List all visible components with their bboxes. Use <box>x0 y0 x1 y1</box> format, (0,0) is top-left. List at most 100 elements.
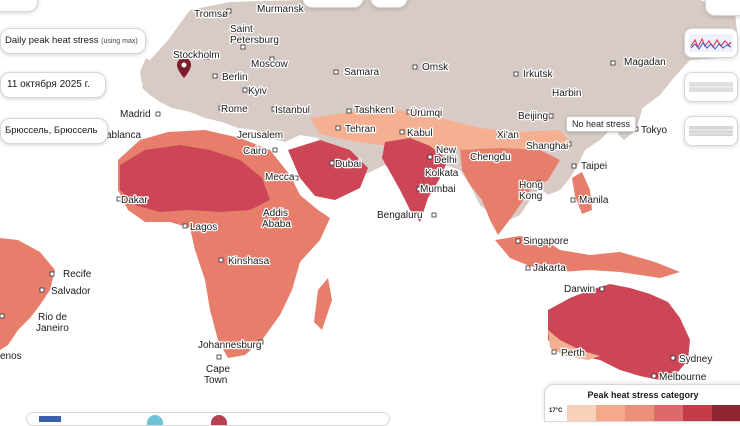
city-label-jerusalem: Jerusalem <box>237 130 283 141</box>
heat-stress-legend: Peak heat stress category 17°C <box>544 384 740 422</box>
city-label-jakarta: Jakarta <box>533 263 566 274</box>
eurasia-land <box>142 0 738 222</box>
layer-tile-2[interactable] <box>684 72 738 102</box>
temperature-wave-icon <box>689 34 733 52</box>
city-label-dubai: Dubai <box>335 159 361 170</box>
metric-selector[interactable]: Daily peak heat stress (using max) <box>0 28 146 54</box>
legend-swatch-1 <box>567 405 596 421</box>
metric-label: Daily peak heat stress <box>5 35 99 46</box>
bottom-globe-icon[interactable] <box>147 415 163 425</box>
city-label-bengaluru: Bengaluru <box>377 210 423 221</box>
city-label-kabul: Kabul <box>407 128 433 139</box>
date-label: 11 октября 2025 г. <box>7 79 90 90</box>
city-label-mecca: Mecca <box>265 172 295 183</box>
city-label-tehran: Tehran <box>345 124 376 135</box>
city-label-magadan: Magadan <box>624 57 666 68</box>
city-label-melbourne: Melbourne <box>659 372 707 383</box>
city-label-tashkent: Tashkent <box>354 105 394 116</box>
city-label-new-delhi-2: Delhi <box>434 155 457 166</box>
city-label-new-delhi-1: New <box>436 145 457 156</box>
date-selector[interactable]: 11 октября 2025 г. <box>0 72 106 98</box>
city-label-beijing: Beijing <box>518 111 548 122</box>
city-label-perth: Perth <box>561 348 585 359</box>
legend-swatch-6 <box>712 405 740 421</box>
top-center-control[interactable] <box>302 0 364 8</box>
city-label-petersburg: Petersburg <box>230 35 279 46</box>
top-right-control[interactable] <box>705 0 740 16</box>
layer-thumbnail-icon <box>689 126 733 136</box>
legend-swatch-2 <box>596 405 625 421</box>
city-label-cape-2: Town <box>204 375 227 386</box>
city-label-addis-2: Ababa <box>262 219 291 230</box>
city-label-singapore: Singapore <box>523 236 569 247</box>
city-label-casablanca: sablanca <box>101 130 141 141</box>
city-label-cairo: Cairo <box>243 146 267 157</box>
philippines-land <box>572 172 592 214</box>
sahara-heat <box>120 145 270 212</box>
tooltip-text: No heat stress <box>572 119 631 129</box>
bottom-pin-icon[interactable] <box>211 415 227 425</box>
legend-swatch-4 <box>654 405 683 421</box>
city-label-rome: Rome <box>221 104 248 115</box>
city-label-kolkata: Kolkata <box>425 168 459 179</box>
layer-tile-temperature[interactable] <box>684 28 738 58</box>
bottom-toolbar[interactable] <box>26 412 390 426</box>
city-label-berlin: Berlin <box>222 72 248 83</box>
city-label-lagos: Lagos <box>190 222 217 233</box>
city-label-hong-kong-2: Kong <box>519 191 542 202</box>
city-label-istanbul: Istanbul <box>275 105 310 116</box>
city-label-irkutsk: Irkutsk <box>523 69 553 80</box>
city-label-mumbai: Mumbai <box>420 184 456 195</box>
city-label-murmansk: Murmansk <box>257 4 305 15</box>
city-label-tromso: Tromsø <box>194 9 228 20</box>
top-left-control[interactable] <box>0 0 38 12</box>
middle-east-heat <box>310 110 570 155</box>
city-label-moscow: Moscow <box>251 59 288 70</box>
top-center-control-2[interactable] <box>370 0 408 8</box>
city-label-shanghai: Shanghai <box>526 141 568 152</box>
heat-stress-tooltip: No heat stress <box>566 116 637 132</box>
city-label-urumqi: Ürümqi <box>410 107 442 119</box>
city-label-kyiv: Kyiv <box>248 86 267 97</box>
location-label: Брюссель, Брюссель <box>5 125 98 136</box>
uk-land <box>140 58 152 84</box>
layer-tile-3[interactable] <box>684 116 738 146</box>
south-america-land <box>0 238 55 350</box>
australia-south-coast <box>548 330 600 360</box>
southeast-asia-land <box>460 148 560 235</box>
city-dots <box>0 8 676 379</box>
layer-thumbnail-icon <box>689 82 733 92</box>
location-selector[interactable]: Брюссель, Брюссель <box>0 118 108 144</box>
metric-suffix: (using max) <box>101 38 138 45</box>
city-label-rio-1: Rio de <box>38 312 67 323</box>
legend-title: Peak heat stress category <box>587 390 699 400</box>
bottom-flag-icon[interactable] <box>39 416 61 422</box>
city-label-xian: Xi'an <box>497 130 519 141</box>
city-label-hong-kong-1: Hong <box>519 180 543 191</box>
city-label-taipei: Taipei <box>581 161 607 172</box>
city-label-tokyo: Tokyo <box>641 125 668 136</box>
location-marker-icon[interactable] <box>177 58 191 78</box>
legend-swatches <box>567 405 740 421</box>
legend-swatch-3 <box>625 405 654 421</box>
city-label-sydney: Sydney <box>679 354 712 365</box>
city-label-rio-2: Janeiro <box>36 323 69 334</box>
city-label-saint: Saint <box>230 24 253 35</box>
city-label-madrid: Madrid <box>120 109 151 120</box>
city-labels: Tromsø Murmansk Saint Petersburg Stockho… <box>0 3 714 388</box>
arabia-land <box>288 140 368 200</box>
city-label-dakar: Dakar <box>121 195 148 206</box>
city-label-cape-1: Cape <box>206 364 230 375</box>
city-label-johannesburg: Johannesburg <box>198 340 261 351</box>
city-label-addis-1: Addis <box>263 208 288 219</box>
legend-min-label: 17°C <box>549 408 563 414</box>
madagascar-land <box>314 278 332 330</box>
city-label-enos: enos <box>0 351 22 362</box>
city-label-kinshasa: Kinshasa <box>228 256 270 267</box>
city-label-manila: Manila <box>579 195 609 206</box>
city-label-darwin: Darwin <box>564 284 595 295</box>
city-label-chengdu: Chengdu <box>470 152 511 163</box>
legend-swatch-5 <box>683 405 712 421</box>
